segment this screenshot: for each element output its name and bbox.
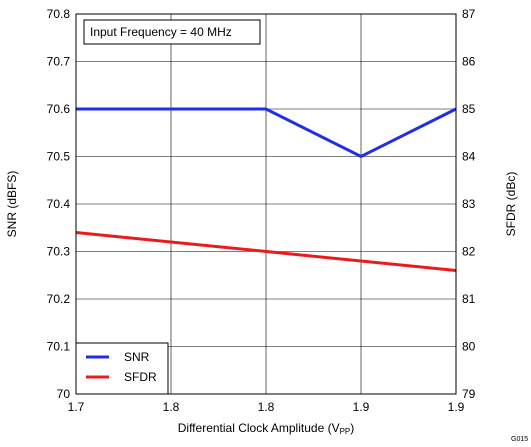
y-axis-left-label: SNR (dBFS) bbox=[5, 171, 19, 238]
legend-label-sfdr: SFDR bbox=[124, 370, 157, 384]
x-axis-label-main: Differential Clock Amplitude (V bbox=[178, 421, 340, 435]
y-right-tick-label: 85 bbox=[462, 102, 476, 116]
x-tick-label: 1.8 bbox=[163, 400, 180, 414]
y-left-tick-label: 70 bbox=[57, 387, 71, 401]
annotation-text: Input Frequency = 40 MHz bbox=[90, 25, 232, 39]
y-right-tick-label: 79 bbox=[462, 387, 476, 401]
x-axis-label: Differential Clock Amplitude (VPP) bbox=[178, 421, 355, 436]
y-right-tick-label: 84 bbox=[462, 150, 476, 164]
y-axis-left-ticks: 70 70.1 70.2 70.3 70.4 70.5 70.6 70.7 70.8 bbox=[47, 7, 71, 401]
annotation-box bbox=[83, 19, 261, 45]
y-right-tick-label: 80 bbox=[462, 340, 476, 354]
y-left-tick-label: 70.2 bbox=[47, 292, 71, 306]
grid-lines bbox=[76, 14, 456, 394]
y-right-tick-label: 83 bbox=[462, 197, 476, 211]
y-left-tick-label: 70.6 bbox=[47, 102, 71, 116]
y-right-tick-label: 82 bbox=[462, 245, 476, 259]
x-tick-label: 1.7 bbox=[68, 400, 85, 414]
x-tick-label: 1.9 bbox=[448, 400, 465, 414]
series-line-snr bbox=[76, 107, 457, 159]
y-axis-right-ticks: 79 80 81 82 83 84 85 86 87 bbox=[462, 7, 476, 401]
figure-id: G015 bbox=[511, 436, 528, 443]
y-left-tick-label: 70.5 bbox=[47, 150, 71, 164]
x-axis-ticks: 1.7 1.8 1.8 1.9 1.9 bbox=[68, 400, 465, 414]
y-left-tick-label: 70.1 bbox=[47, 340, 71, 354]
y-right-tick-label: 87 bbox=[462, 7, 476, 21]
y-left-tick-label: 70.4 bbox=[47, 197, 71, 211]
y-left-tick-label: 70.3 bbox=[47, 245, 71, 259]
x-tick-label: 1.9 bbox=[353, 400, 370, 414]
legend-box bbox=[75, 342, 169, 395]
series-layer bbox=[75, 107, 457, 272]
y-right-tick-label: 81 bbox=[462, 292, 476, 306]
y-right-tick-label: 86 bbox=[462, 55, 476, 69]
y-left-tick-label: 70.7 bbox=[47, 55, 71, 69]
series-line-sfdr bbox=[75, 231, 457, 272]
y-axis-right-label: SFDR (dBc) bbox=[504, 172, 518, 237]
x-axis-label-subscript: PP bbox=[340, 427, 351, 436]
y-left-tick-label: 70.8 bbox=[47, 7, 71, 21]
x-tick-label: 1.8 bbox=[258, 400, 275, 414]
legend-label-snr: SNR bbox=[124, 350, 150, 364]
plot-area-frame bbox=[75, 13, 457, 395]
legend: SNR SFDR bbox=[75, 342, 169, 395]
x-axis-label-close: ) bbox=[350, 421, 354, 435]
